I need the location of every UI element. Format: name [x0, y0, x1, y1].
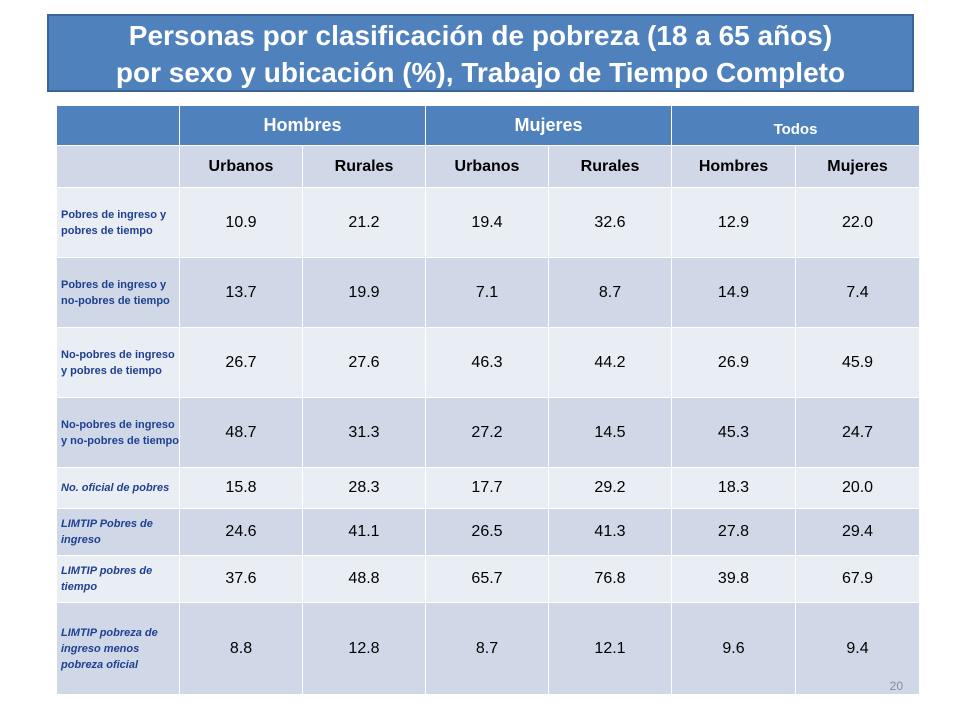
table-row: No-pobres de ingreso y no-pobres de tiem…: [56, 397, 921, 468]
table-cell: 31.3: [302, 397, 426, 468]
table-cell: 17.7: [425, 467, 549, 509]
table-cell: 46.3: [425, 327, 549, 398]
table-row: No-pobres de ingreso y pobres de tiempo …: [56, 327, 921, 398]
row-label: LIMTIP Pobres de ingreso: [56, 508, 180, 556]
corner-cell: [56, 105, 180, 146]
group-header-mujeres: Mujeres: [425, 105, 672, 146]
table-cell: 8.8: [179, 602, 303, 695]
poverty-table: Hombres Mujeres Todos Urbanos Rurales Ur…: [56, 105, 921, 695]
table-cell: 29.2: [548, 467, 672, 509]
table-cell: 10.9: [179, 187, 303, 258]
table-cell: 19.4: [425, 187, 549, 258]
table-cell: 13.7: [179, 257, 303, 328]
row-label: LIMTIP pobreza de ingreso menos pobreza …: [56, 602, 180, 695]
table-cell: 12.1: [548, 602, 672, 695]
page-number: 20: [889, 679, 903, 693]
table-cell: 45.3: [671, 397, 796, 468]
table-cell: 19.9: [302, 257, 426, 328]
table-cell: 41.3: [548, 508, 672, 556]
sub-header-cell: Mujeres: [794, 145, 921, 188]
table-row: LIMTIP Pobres de ingreso 24.6 41.1 26.5 …: [56, 508, 921, 556]
table-cell: 9.6: [671, 602, 796, 695]
table-cell: 37.6: [179, 555, 303, 603]
table-cell: 28.3: [302, 467, 426, 509]
table-cell: 41.1: [302, 508, 426, 556]
table-row: LIMTIP pobreza de ingreso menos pobreza …: [56, 602, 921, 695]
table-cell: 48.8: [302, 555, 426, 603]
table-cell: 27.8: [671, 508, 796, 556]
sub-header-corner: [56, 145, 180, 188]
table-cell: 26.7: [179, 327, 303, 398]
group-header-row: Hombres Mujeres Todos: [56, 105, 921, 146]
table-cell: 15.8: [179, 467, 303, 509]
group-header-hombres: Hombres: [179, 105, 426, 146]
table-cell: 7.1: [425, 257, 549, 328]
group-header-todos: Todos: [670, 105, 921, 146]
sub-header-row: Urbanos Rurales Urbanos Rurales Hombres …: [56, 145, 921, 188]
sub-header-cell: Rurales: [302, 145, 426, 188]
row-label: LIMTIP pobres de tiempo: [56, 555, 180, 603]
table-cell: 48.7: [179, 397, 303, 468]
sub-header-cell: Urbanos: [179, 145, 303, 188]
table-cell: 45.9: [794, 327, 921, 398]
table-cell: 20.0: [794, 467, 921, 509]
table-cell: 12.8: [302, 602, 426, 695]
table-cell: 24.7: [794, 397, 921, 468]
table-cell: 21.2: [302, 187, 426, 258]
slide-title-line-2: por sexo y ubicación (%), Trabajo de Tie…: [115, 57, 846, 88]
table-cell: 12.9: [671, 187, 796, 258]
table-row: Pobres de ingreso y pobres de tiempo 10.…: [56, 187, 921, 258]
table-cell: 26.5: [425, 508, 549, 556]
row-label: Pobres de ingreso y pobres de tiempo: [56, 187, 180, 258]
table-cell: 26.9: [671, 327, 796, 398]
table-cell: 18.3: [671, 467, 796, 509]
table-row: LIMTIP pobres de tiempo 37.6 48.8 65.7 7…: [56, 555, 921, 603]
table-cell: 76.8: [548, 555, 672, 603]
table-cell: 8.7: [548, 257, 672, 328]
table-cell: 22.0: [794, 187, 921, 258]
table-cell: 44.2: [548, 327, 672, 398]
table-cell: 8.7: [425, 602, 549, 695]
table-cell: 14.5: [548, 397, 672, 468]
table-cell: 39.8: [671, 555, 796, 603]
row-label: No-pobres de ingreso y no-pobres de tiem…: [56, 397, 180, 468]
slide-title: Personas por clasificación de pobreza (1…: [47, 14, 914, 92]
table-cell: 9.4: [794, 602, 921, 695]
table-cell: 27.6: [302, 327, 426, 398]
row-label: Pobres de ingreso y no-pobres de tiempo: [56, 257, 180, 328]
row-label: No. oficial de pobres: [56, 467, 180, 509]
table-row: No. oficial de pobres 15.8 28.3 17.7 29.…: [56, 467, 921, 509]
table-cell: 24.6: [179, 508, 303, 556]
table-cell: 32.6: [548, 187, 672, 258]
row-label: No-pobres de ingreso y pobres de tiempo: [56, 327, 180, 398]
table-cell: 29.4: [794, 508, 921, 556]
table-cell: 65.7: [425, 555, 549, 603]
sub-header-cell: Urbanos: [425, 145, 549, 188]
table-cell: 67.9: [794, 555, 921, 603]
table-cell: 27.2: [425, 397, 549, 468]
sub-header-cell: Rurales: [548, 145, 672, 188]
table-row: Pobres de ingreso y no-pobres de tiempo …: [56, 257, 921, 328]
table-cell: 14.9: [671, 257, 796, 328]
table-cell: 7.4: [794, 257, 921, 328]
sub-header-cell: Hombres: [671, 145, 796, 188]
slide-title-line-1: Personas por clasificación de pobreza (1…: [128, 20, 833, 51]
